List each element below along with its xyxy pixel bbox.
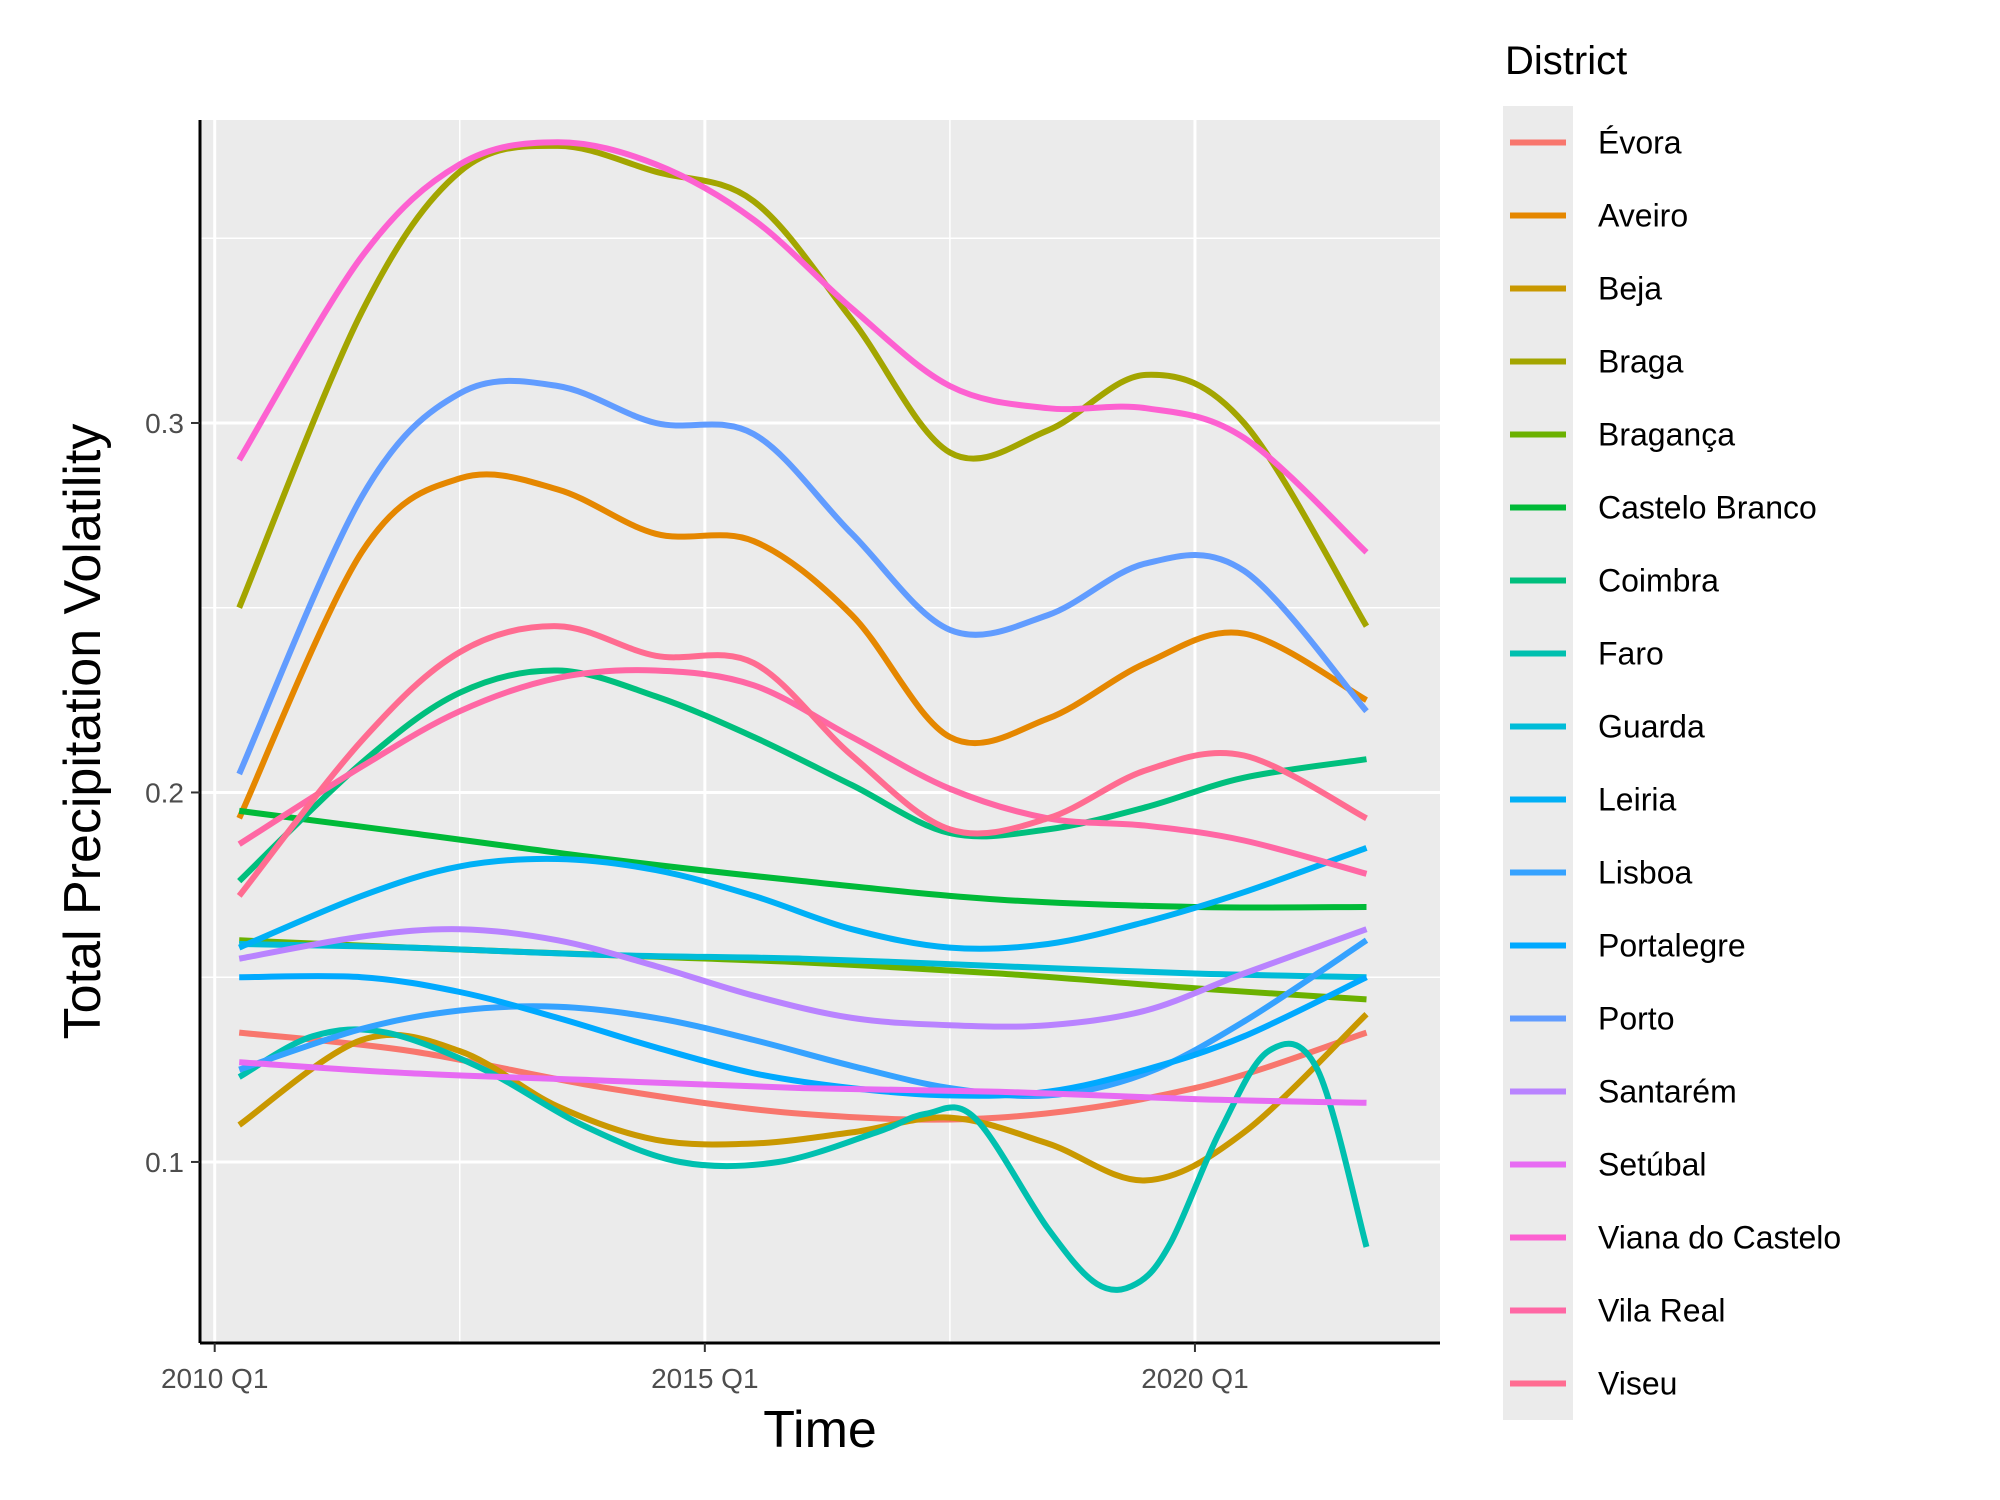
series-line [237,667,1367,884]
legend-label: Vila Real [1598,1293,1725,1329]
legend-label: Setúbal [1598,1147,1707,1183]
legend-label: Santarém [1598,1074,1737,1110]
y-axis-ticks: 0.1 0.2 0.3 [145,408,200,1178]
series-line [237,1012,1369,1184]
x-axis-title: Time [763,1401,877,1459]
legend-label: Bragança [1598,417,1735,453]
legend-label: Guarda [1598,709,1705,745]
legend-label: Beja [1598,271,1662,307]
series-line [236,471,1368,820]
y-tick-label: 0.3 [145,408,184,439]
legend-label: Évora [1598,125,1682,161]
legend-label: Viseu [1598,1366,1677,1402]
axes [198,120,1440,1345]
x-axis-ticks: 2010 Q1 2015 Q1 2020 Q1 [161,1343,1249,1394]
x-tick-label: 2015 Q1 [651,1363,758,1394]
series-line [238,1029,1368,1123]
legend-label: Faro [1598,636,1664,672]
series-lines [236,139,1370,1293]
series-line [236,623,1368,898]
legend-label: Coimbra [1598,563,1719,599]
series-line [236,139,1369,555]
y-tick-label: 0.2 [145,777,184,808]
y-tick-label: 0.1 [145,1147,184,1178]
series-line [238,845,1368,952]
legend-items: Évora Aveiro Beja Braga Bragança Castelo Bran… [1510,125,1841,1402]
legend-label: Leiria [1598,782,1676,818]
series-line [236,377,1369,776]
legend-label: Portalegre [1598,928,1746,964]
legend-label: Viana do Castelo [1598,1220,1841,1256]
plot-panel [200,120,1440,1343]
series-line [238,926,1368,1030]
legend-label: Lisboa [1598,855,1693,891]
legend-title: District [1505,39,1627,83]
legend: District Évora Aveiro Beja Braga Bragança Cas… [1503,39,1841,1420]
series-line [236,142,1370,628]
series-line [239,973,1368,1099]
legend-label: Braga [1598,344,1684,380]
legend-label: Castelo Branco [1598,490,1817,526]
legend-label: Aveiro [1598,198,1688,234]
y-axis-title: Total Precipitation Volatility [54,424,112,1040]
legend-key-background [1503,106,1573,1420]
series-line [239,1059,1367,1106]
legend-label: Porto [1598,1001,1674,1037]
x-tick-label: 2010 Q1 [161,1363,268,1394]
series-line [237,667,1368,877]
x-tick-label: 2020 Q1 [1141,1363,1248,1394]
major-gridlines [200,120,1440,1343]
series-line [237,1026,1370,1293]
series-line [239,941,1367,981]
